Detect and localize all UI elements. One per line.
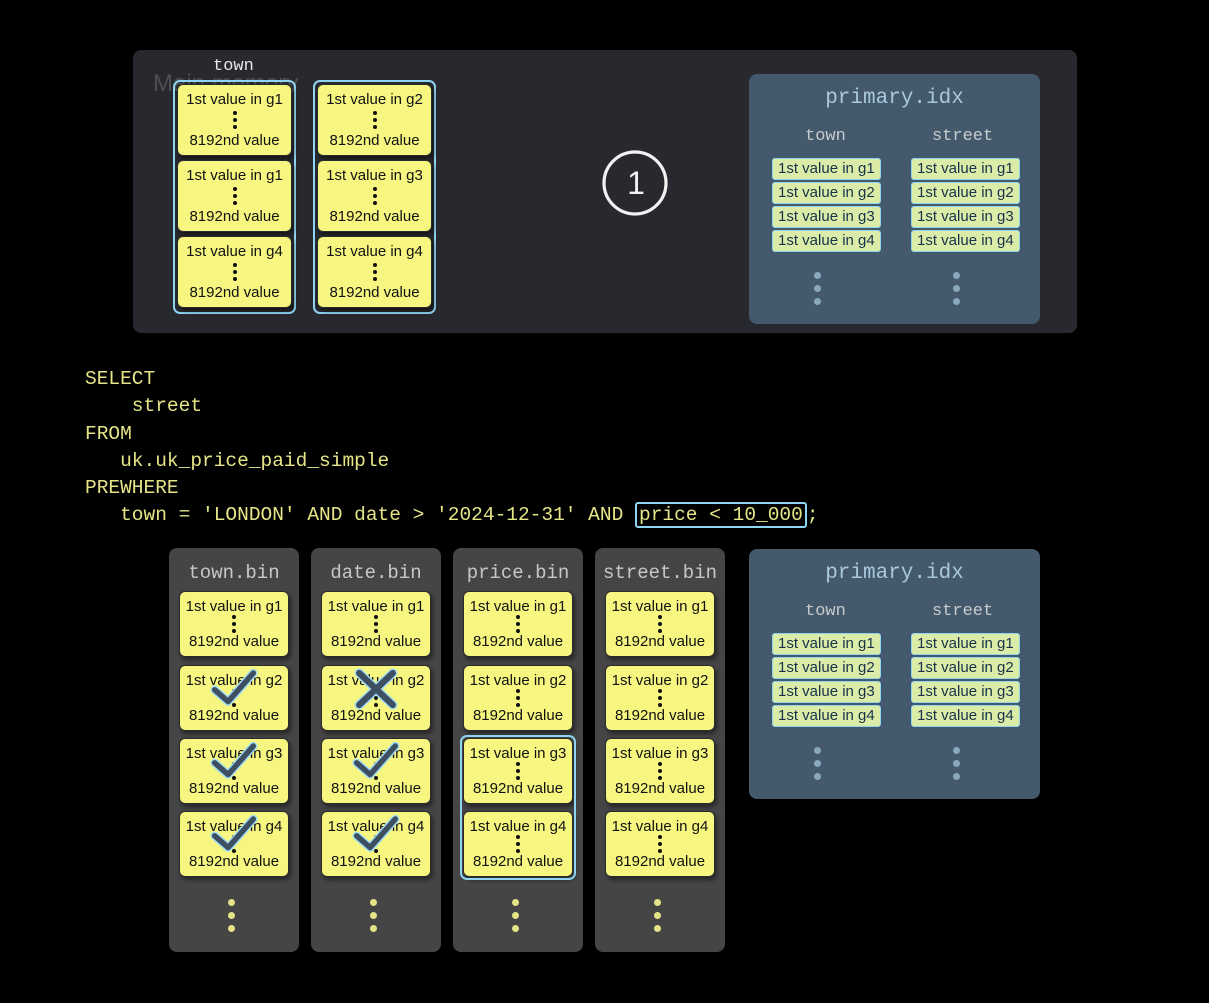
- svg-text:1: 1: [627, 165, 645, 201]
